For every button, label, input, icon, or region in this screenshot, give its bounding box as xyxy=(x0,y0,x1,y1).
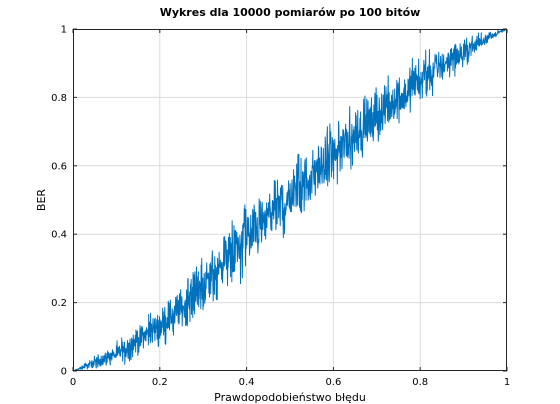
grid-lines xyxy=(73,29,507,371)
x-tick-label: 0.6 xyxy=(325,377,341,388)
x-tick-label: 0 xyxy=(70,377,76,388)
x-tick-label: 0.8 xyxy=(412,377,428,388)
y-tick-label: 0.2 xyxy=(51,298,67,309)
y-tick-label: 0.6 xyxy=(51,161,67,172)
ticks: 0 0.2 0.4 0.6 0.8 1 0 0.2 0.4 0.6 0.8 1 xyxy=(51,25,510,389)
x-tick-label: 0.4 xyxy=(239,377,255,388)
x-tick-label: 0.2 xyxy=(152,377,168,388)
y-tick-label: 1 xyxy=(61,25,67,36)
data-series xyxy=(72,28,508,372)
axes-box xyxy=(73,29,507,371)
y-axis-label: BER xyxy=(35,189,48,211)
chart-title: Wykres dla 10000 pomiarów po 100 bitów xyxy=(160,6,421,19)
y-tick-label: 0 xyxy=(61,367,67,378)
y-tick-label: 0.4 xyxy=(51,230,67,241)
x-axis-label: Prawdopodobieństwo błędu xyxy=(214,391,366,404)
ber-series-line xyxy=(72,28,508,372)
x-tick-label: 1 xyxy=(504,377,510,388)
y-tick-label: 0.8 xyxy=(51,93,67,104)
